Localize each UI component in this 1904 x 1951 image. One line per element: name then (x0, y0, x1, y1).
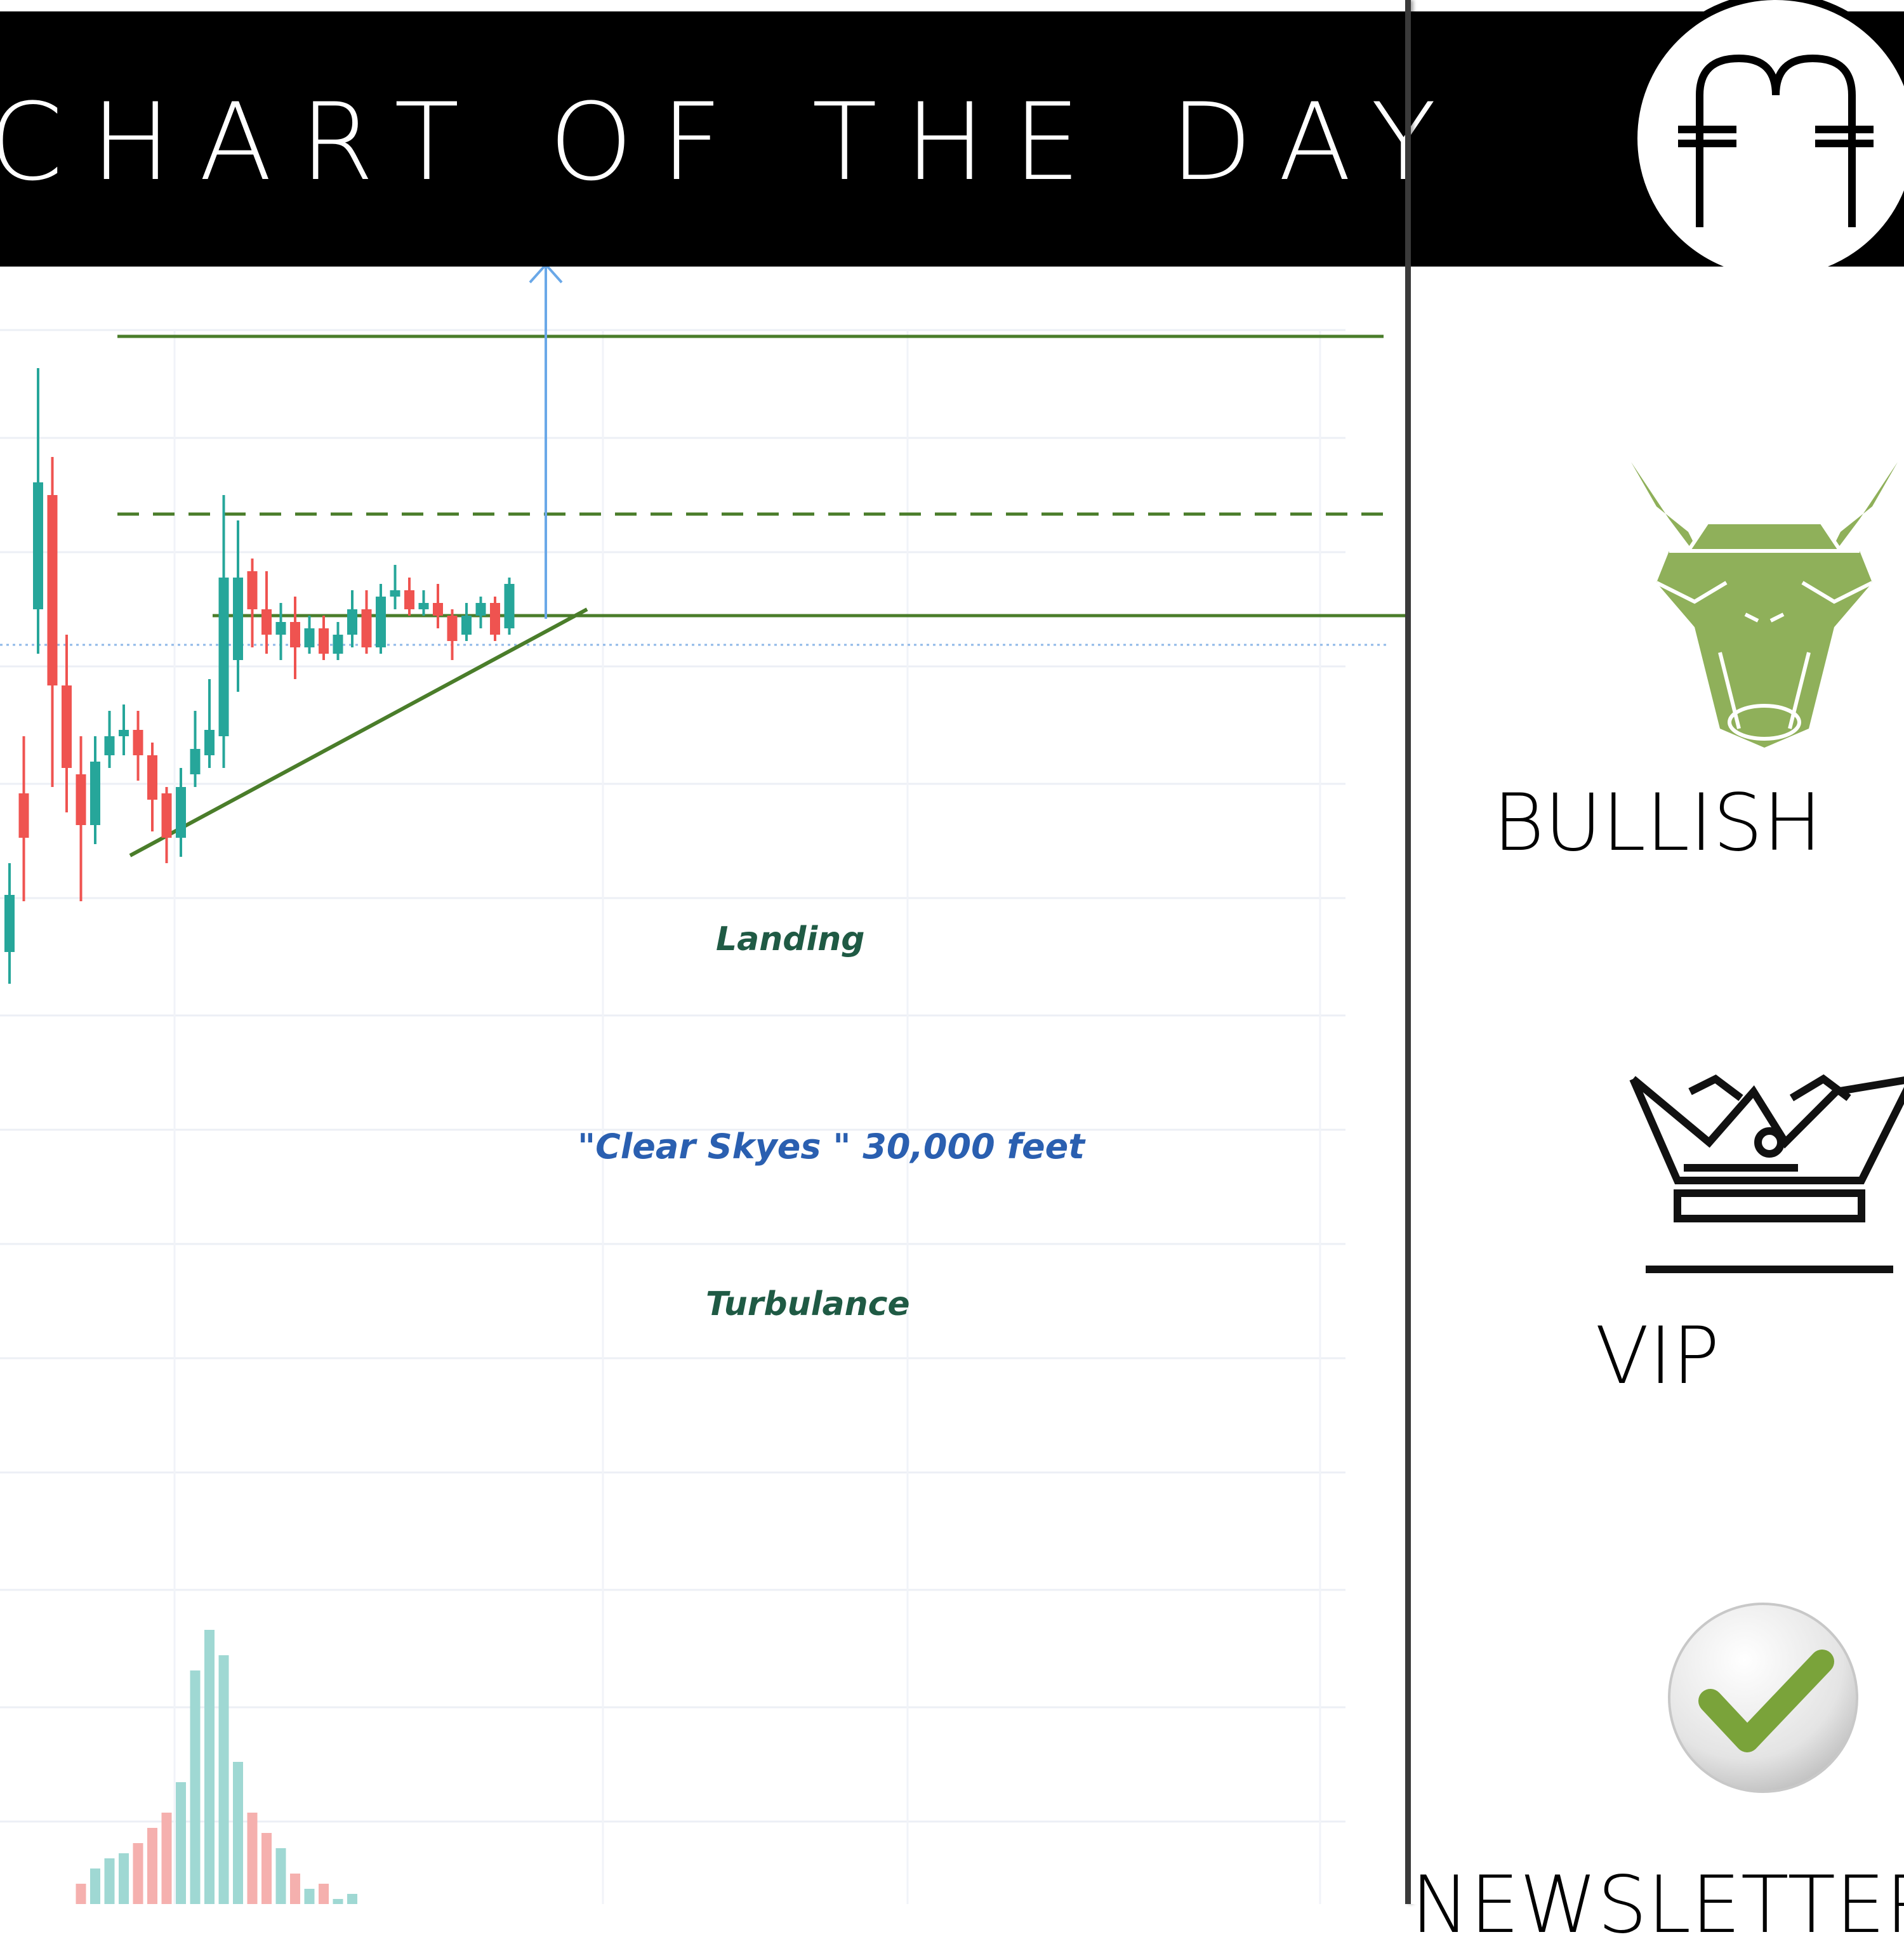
turbulance-annotation: Turbulance (706, 1285, 910, 1323)
candle-body (319, 628, 329, 654)
candle-body (433, 603, 443, 616)
candle-body (475, 603, 486, 616)
volume-bar (76, 1884, 86, 1904)
candle-body (161, 793, 172, 838)
ff-monogram-glyph (1678, 54, 1874, 227)
candle-body (47, 495, 58, 685)
header-band (0, 11, 1904, 267)
landing-annotation: Landing (716, 920, 865, 958)
volume-bar (261, 1833, 272, 1904)
candle-body (247, 571, 258, 609)
candlesticks (4, 368, 515, 984)
volume-bar (161, 1813, 172, 1904)
ascending-trendline (129, 607, 588, 857)
volume-bar (275, 1848, 286, 1904)
sidebar-item-newsletter-label: NEWSLETTER (1411, 1860, 1904, 1951)
candle-body (333, 635, 343, 654)
chart-gridlines (0, 329, 1345, 1904)
candle-body (204, 730, 215, 755)
volume-bar (133, 1843, 143, 1904)
volume-bar (319, 1884, 329, 1904)
price-chart (0, 267, 1405, 1904)
candle-body (261, 609, 272, 635)
candle-body (76, 774, 86, 825)
candle-body (18, 793, 29, 838)
candle-body (133, 730, 143, 755)
candle-body (233, 578, 243, 660)
header-title: CHART OF THE DAY (0, 80, 1464, 204)
candle-body (90, 762, 100, 825)
sidebar-divider (1405, 0, 1411, 1904)
checkmark-icon (1668, 1603, 1858, 1793)
target-arrow-head (529, 267, 563, 284)
candle-body (361, 609, 372, 647)
volume-bar (290, 1874, 300, 1904)
candle-body (390, 590, 400, 597)
volume-bar (347, 1894, 357, 1904)
volume-bar (233, 1762, 243, 1904)
candle-body (33, 482, 43, 609)
volume-bar (304, 1889, 315, 1904)
candle-body (104, 736, 115, 755)
volume-bar (204, 1630, 215, 1904)
candle-body (490, 603, 500, 635)
candle-body (190, 749, 201, 774)
crown-icon (1629, 1074, 1904, 1273)
volume-bar (247, 1813, 258, 1904)
level-lines (0, 267, 1405, 857)
candle-body (304, 628, 315, 647)
volume-bar (333, 1899, 343, 1904)
bull-icon (1631, 462, 1898, 748)
candle-body (275, 622, 286, 635)
volume-bar (104, 1858, 115, 1904)
candle-body (376, 597, 386, 647)
volume-bar (218, 1655, 229, 1904)
volume-bar (147, 1828, 157, 1904)
chart-background (0, 267, 1405, 1904)
candle-body (62, 685, 72, 768)
candle-body (347, 609, 357, 635)
sidebar-item-bullish-label: BULLISH (1493, 777, 1822, 869)
clear-skies-annotation: "Clear Skyes " 30,000 feet (578, 1127, 1085, 1167)
volume-bar (190, 1670, 201, 1904)
candle-body (504, 584, 515, 628)
ff-monogram-logo (1630, 0, 1904, 284)
candle-body (4, 895, 15, 952)
candle-body (418, 603, 429, 609)
candle-body (447, 616, 458, 641)
volume-bar (176, 1782, 186, 1904)
sidebar-item-vip-label: VIP (1595, 1311, 1720, 1402)
candle-body (176, 787, 186, 838)
candle-body (218, 578, 229, 736)
candle-body (404, 590, 414, 609)
sidebar: BULLISH VIP (1411, 267, 1904, 1945)
candle-body (290, 622, 300, 647)
volume-bar (119, 1853, 129, 1904)
candle-body (119, 730, 129, 736)
volume-bar (90, 1868, 100, 1904)
candle-body (461, 616, 472, 635)
volume-bars (76, 1630, 357, 1904)
candle-body (147, 755, 157, 800)
